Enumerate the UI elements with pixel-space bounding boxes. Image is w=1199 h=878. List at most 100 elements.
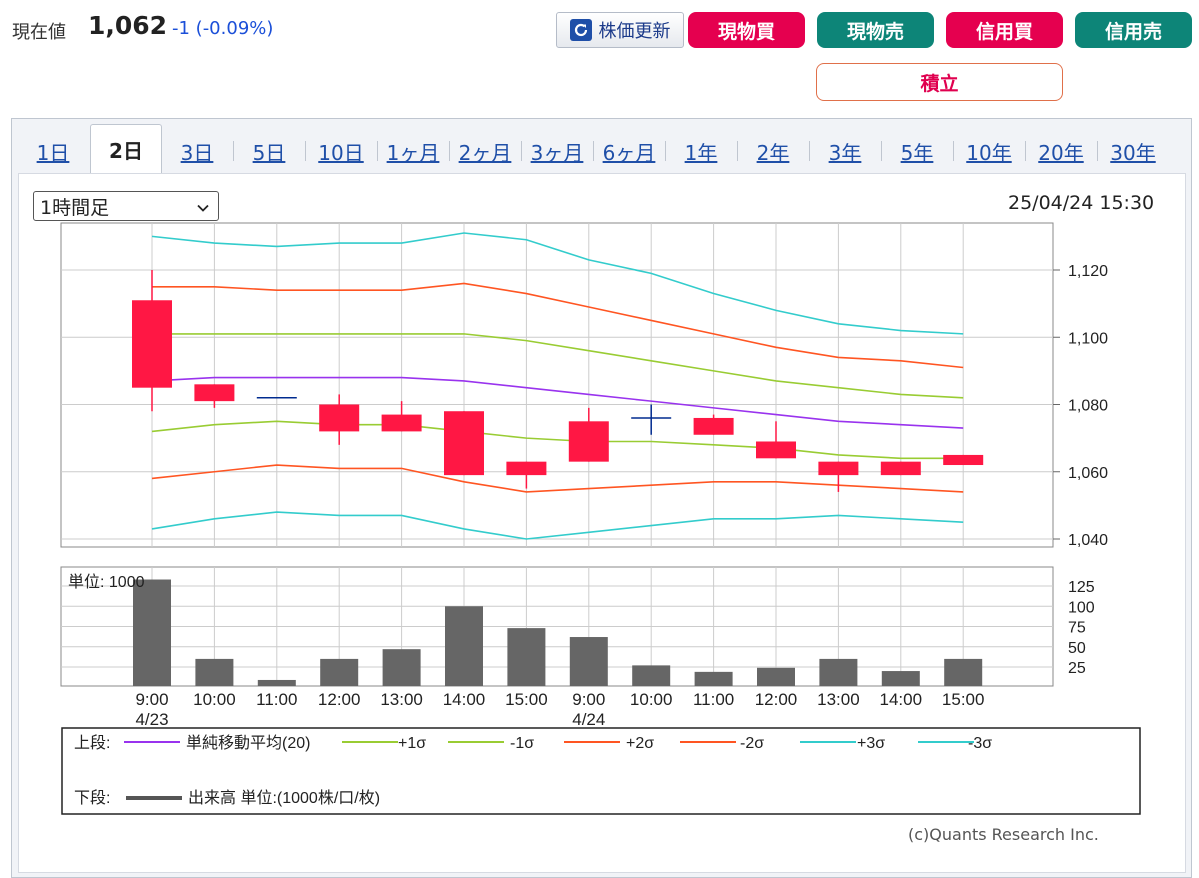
tab-8[interactable]: 6ヶ月 [602, 140, 656, 165]
refresh-price-button[interactable]: 株価更新 [556, 12, 684, 48]
volume-bar [195, 658, 234, 686]
tab-14[interactable]: 20年 [1038, 140, 1084, 165]
tab-7[interactable]: 3ヶ月 [530, 140, 584, 165]
tab-15[interactable]: 30年 [1110, 140, 1156, 165]
band-line-2 [151, 420, 964, 460]
volume-bar [944, 658, 983, 686]
margin-buy-button[interactable]: 信用買 [946, 12, 1063, 48]
price-tick-label: 1,040 [1068, 532, 1108, 549]
x-tick-label: 13:00 [817, 690, 860, 709]
stock-chart: 1,040 1,060 1,080 1,100 1,120 25 50 75 100 125 単位:… [60, 222, 1141, 815]
price-tick-label: 1,120 [1068, 263, 1108, 280]
tab-10[interactable]: 2年 [756, 140, 790, 165]
date-label: 4/23 [135, 710, 168, 729]
legend-item-label: -3σ [968, 735, 992, 752]
x-tick-label: 12:00 [755, 690, 798, 709]
date-label: 4/24 [572, 710, 605, 729]
tab-11[interactable]: 3年 [828, 140, 862, 165]
candle-body [132, 300, 172, 388]
current-price-value: 1,062 [88, 11, 168, 40]
refresh-icon [569, 19, 592, 41]
volume-bar [757, 667, 795, 686]
candle-body [444, 411, 484, 476]
accumulate-button[interactable]: 積立 [816, 63, 1063, 101]
volume-bar [881, 671, 920, 686]
legend-lower-label: 下段: [74, 789, 110, 807]
x-tick-label: 11:00 [256, 690, 297, 709]
legend-item-label: +2σ [626, 735, 654, 752]
tab-12[interactable]: 5年 [900, 140, 934, 165]
chevron-down-icon [196, 198, 210, 220]
volume-tick-label: 75 [1068, 620, 1086, 637]
interval-select-value: 1時間足 [40, 196, 110, 219]
x-tick-label: 14:00 [880, 690, 923, 709]
copyright-credit: (c)Quants Research Inc. [908, 825, 1099, 844]
tab-separator [1097, 141, 1098, 161]
x-tick-label: 9:00 [572, 690, 605, 709]
candle-body [568, 421, 609, 462]
candle-body [319, 404, 360, 432]
volume-unit-label: 単位: 1000 [68, 573, 145, 591]
tab-separator [449, 141, 450, 161]
spot-sell-button[interactable]: 現物売 [817, 12, 934, 48]
x-tick-label: 10:00 [630, 690, 673, 709]
x-tick-label: 13:00 [380, 690, 423, 709]
volume-tick-label: 125 [1068, 579, 1095, 596]
x-tick-label: 15:00 [942, 690, 985, 709]
volume-tick-label: 100 [1068, 599, 1095, 616]
tab-separator [809, 141, 810, 161]
legend-item-label: -2σ [740, 735, 764, 752]
tab-2[interactable]: 3日 [180, 140, 214, 165]
volume-bar [507, 628, 546, 686]
tab-separator [881, 141, 882, 161]
tab-3[interactable]: 5日 [252, 140, 286, 165]
volume-bar [445, 606, 483, 686]
volume-bar [694, 671, 733, 686]
legend-volume-label: 出来高 単位:(1000株/口/枚) [188, 789, 380, 807]
tab-0[interactable]: 1日 [36, 140, 70, 165]
tab-separator [1025, 141, 1026, 161]
volume-tick-label: 50 [1068, 640, 1086, 657]
tab-separator [521, 141, 522, 161]
legend-item-label: +3σ [857, 735, 885, 752]
tab-separator [305, 141, 306, 161]
spot-buy-button[interactable]: 現物買 [688, 12, 805, 48]
band-line-3 [152, 282, 964, 369]
band-line-4 [151, 464, 964, 493]
x-tick-label: 10:00 [193, 690, 236, 709]
volume-bar [257, 679, 296, 686]
x-tick-label: 15:00 [505, 690, 548, 709]
legend-item-label: 単純移動平均(20) [186, 734, 310, 752]
band-line-6 [151, 511, 964, 540]
volume-bar [819, 658, 858, 686]
refresh-price-label: 株価更新 [598, 21, 671, 42]
tab-separator [377, 141, 378, 161]
x-tick-label: 11:00 [693, 690, 734, 709]
band-line-1 [152, 333, 964, 399]
tab-separator [737, 141, 738, 161]
tab-6[interactable]: 2ヶ月 [458, 140, 512, 165]
tab-separator [953, 141, 954, 161]
tab-5[interactable]: 1ヶ月 [386, 140, 440, 165]
tab-separator [233, 141, 234, 161]
tab-9[interactable]: 1年 [684, 140, 718, 165]
candle-body [818, 461, 859, 476]
tab-13[interactable]: 10年 [966, 140, 1012, 165]
price-tick-label: 1,060 [1068, 465, 1108, 482]
margin-sell-button[interactable]: 信用売 [1075, 12, 1192, 48]
tab-4[interactable]: 10日 [318, 140, 364, 165]
x-tick-label: 14:00 [443, 690, 486, 709]
candle-body [943, 454, 984, 466]
interval-select[interactable]: 1時間足 [33, 191, 219, 221]
legend-upper-label: 上段: [74, 734, 110, 752]
price-change: -1 (-0.09%) [172, 18, 274, 39]
tab-separator [665, 141, 666, 161]
volume-bar [632, 665, 671, 686]
legend-item-label: +1σ [398, 735, 426, 752]
band-line-5 [151, 232, 964, 335]
volume-tick-label: 25 [1068, 660, 1086, 677]
tab-separator [593, 141, 594, 161]
current-price-label: 現在値 [12, 22, 66, 43]
tab-1[interactable]: 2日 [90, 124, 162, 174]
volume-bar [569, 637, 608, 686]
